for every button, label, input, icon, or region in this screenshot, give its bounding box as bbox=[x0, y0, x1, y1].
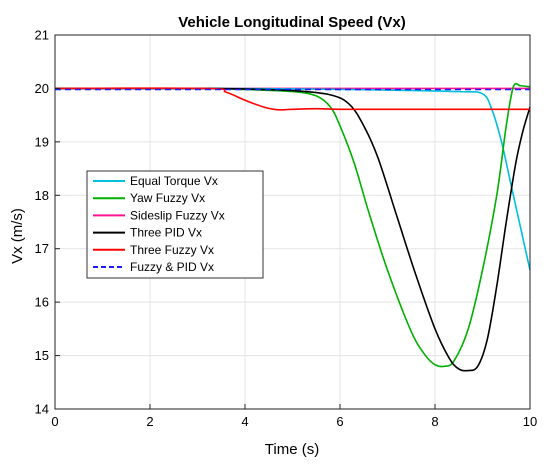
y-tick-label: 16 bbox=[35, 295, 49, 310]
legend-box bbox=[86, 170, 264, 279]
y-tick-label: 14 bbox=[35, 402, 49, 417]
x-tick-label: 10 bbox=[523, 414, 537, 429]
ticks: 0 2 4 6 8 10 14 15 16 17 18 19 20 21 bbox=[35, 28, 538, 430]
legend: Equal Torque Vx Yaw Fuzzy Vx Sideslip Fuzz… bbox=[86, 170, 264, 279]
y-tick-label: 18 bbox=[35, 188, 49, 203]
series-line-three-fuzzy-vx bbox=[54, 87, 530, 111]
x-tick-label: 6 bbox=[336, 414, 343, 429]
legend-label-sideslip-fuzzy-vx: Sideslip Fuzzy Vx bbox=[130, 208, 225, 222]
chart-title: Vehicle Longitudinal Speed (Vx) bbox=[178, 14, 406, 31]
plot-frame bbox=[54, 34, 531, 410]
legend-label-three-pid-vx: Three PID Vx bbox=[130, 226, 202, 240]
series-line-yaw-fuzzy-vx bbox=[54, 82, 531, 368]
y-tick-label: 21 bbox=[35, 28, 49, 43]
y-tick-label: 15 bbox=[35, 348, 49, 363]
series-line-three-pid-vx bbox=[54, 87, 531, 372]
legend-label-fuzzy-pid-vx: Fuzzy & PID Vx bbox=[130, 260, 214, 274]
series-lines bbox=[54, 82, 531, 372]
y-tick-label: 17 bbox=[35, 241, 49, 256]
legend-label-equal-torque-vx: Equal Torque Vx bbox=[130, 174, 218, 188]
legend-label-three-fuzzy-vx: Three Fuzzy Vx bbox=[130, 243, 214, 257]
x-tick-label: 4 bbox=[241, 414, 248, 429]
legend-label-yaw-fuzzy-vx: Yaw Fuzzy Vx bbox=[130, 191, 205, 205]
x-tick-label: 0 bbox=[51, 414, 58, 429]
y-axis-label: Vx (m/s) bbox=[9, 208, 26, 264]
x-axis-label: Time (s) bbox=[265, 441, 319, 458]
y-tick-label: 20 bbox=[35, 81, 49, 96]
y-tick-label: 19 bbox=[35, 134, 49, 149]
x-tick-label: 8 bbox=[431, 414, 438, 429]
x-tick-label: 2 bbox=[146, 414, 153, 429]
